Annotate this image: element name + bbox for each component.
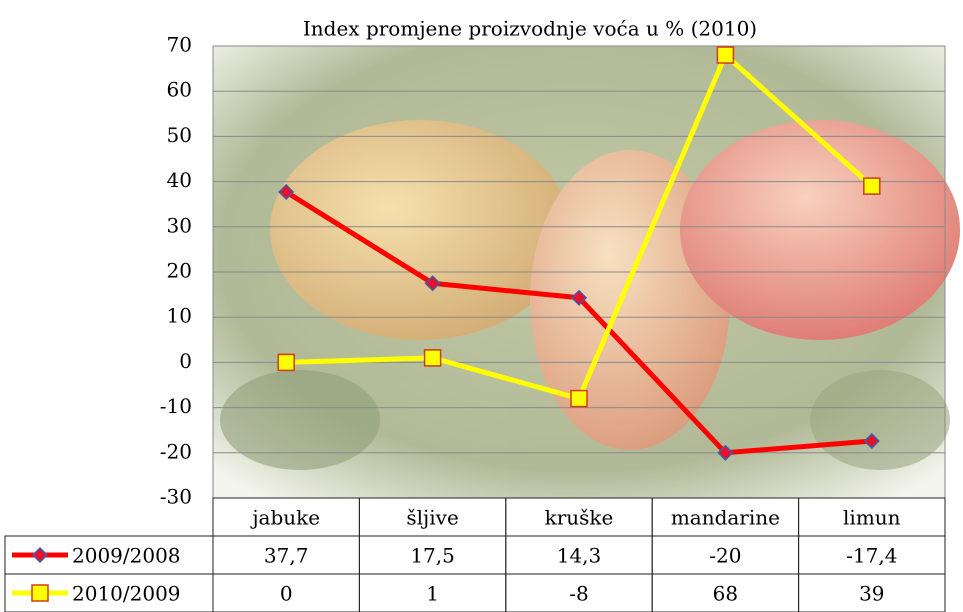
marker [278, 354, 294, 370]
legend-label: 2010/2009 [72, 582, 181, 606]
data-label: 0 [280, 582, 293, 606]
marker [32, 585, 48, 601]
data-label: 68 [713, 582, 738, 606]
y-tick-label: 30 [167, 213, 192, 237]
y-tick-label: 0 [179, 349, 192, 373]
data-label: 39 [859, 582, 884, 606]
y-tick-label: -10 [160, 394, 192, 418]
y-tick-label: 70 [167, 33, 192, 57]
data-label: 1 [426, 582, 439, 606]
x-tick-label: limun [843, 506, 901, 530]
x-tick-label: šljive [406, 506, 458, 530]
marker [33, 548, 47, 562]
x-tick-label: jabuke [250, 506, 320, 530]
y-tick-label: -20 [160, 439, 192, 463]
data-label: 37,7 [264, 544, 309, 568]
marker [571, 391, 587, 407]
legend-label: 2009/2008 [72, 544, 181, 568]
marker [425, 350, 441, 366]
data-table: jabuke šljive kruške mandarine limun 2009/200… [5, 498, 945, 612]
marker [864, 178, 880, 194]
data-label: -8 [569, 582, 588, 606]
y-tick-label: 40 [167, 168, 192, 192]
data-label: -20 [709, 544, 741, 568]
marker [717, 47, 733, 63]
data-label: -17,4 [846, 544, 897, 568]
y-tick-label: 10 [167, 304, 192, 328]
y-tick-label: -30 [160, 485, 192, 509]
y-tick-label: 50 [167, 123, 192, 147]
chart: Index promjene proizvodnje voća u % (201… [0, 0, 963, 612]
x-tick-label: kruške [545, 506, 614, 530]
y-tick-label: 20 [167, 259, 192, 283]
y-tick-label: 60 [167, 78, 192, 102]
data-label: 17,5 [410, 544, 455, 568]
data-label: 14,3 [557, 544, 602, 568]
x-tick-label: mandarine [671, 506, 780, 530]
chart-title: Index promjene proizvodnje voća u % (201… [303, 17, 757, 41]
